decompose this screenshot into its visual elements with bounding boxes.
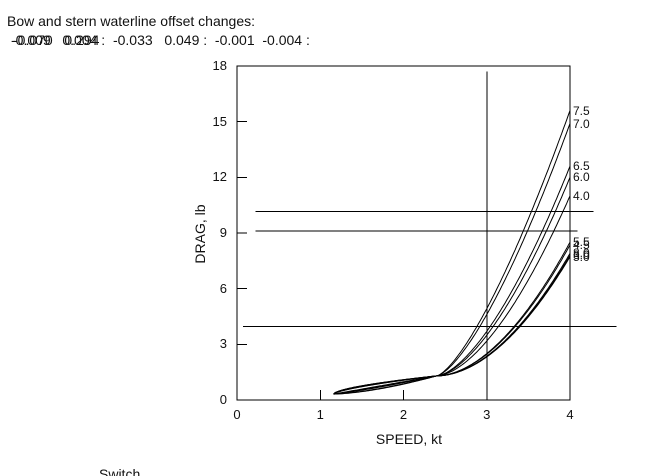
offset-values-overprint: -0.070 0.294	[13, 32, 100, 48]
curve-label-7.0: 7.0	[573, 116, 590, 131]
offset-values-base: -0.009 0.004 : -0.033 0.049 : -0.001 -0.…	[11, 32, 310, 48]
drag-curve-7.5	[333, 110, 571, 395]
y-tick-label: 15	[212, 113, 227, 129]
curve-label-5.5: 5.5	[573, 235, 590, 250]
drag-curve-6.0	[333, 177, 571, 395]
drag-curve-7.0	[333, 123, 571, 395]
switch-text[interactable]: Switch	[99, 466, 141, 476]
y-tick-label: 0	[219, 392, 227, 407]
y-tick-label: 18	[212, 58, 227, 73]
plot-frame	[236, 65, 571, 401]
drag-curve-5.0	[333, 256, 571, 395]
y-tick-label: 6	[219, 280, 227, 296]
x-tick-label: 1	[316, 407, 324, 422]
drag-curve-4.0	[333, 195, 571, 395]
y-tick-label: 12	[212, 169, 227, 185]
x-tick-label: 3	[483, 407, 491, 422]
curve-label-4.5: 4.5	[573, 238, 590, 253]
x-tick-label: 0	[233, 407, 241, 422]
curve-label-8.0: 8.0	[573, 246, 590, 261]
curve-label-6.0: 6.0	[573, 170, 590, 185]
x-axis-title: SPEED, kt	[375, 431, 443, 447]
curve-label-6.5: 6.5	[573, 159, 590, 174]
curve-label-5.0: 5.0	[573, 249, 590, 264]
curve-label-7.5: 7.5	[573, 103, 590, 118]
header-line2-values: -0.009 0.004 : -0.033 0.049 : -0.001 -0.…	[0, 32, 655, 50]
drag-curve-6.5	[333, 166, 571, 395]
curve-label-4.0: 4.0	[573, 188, 590, 203]
y-tick-label: 3	[219, 336, 227, 352]
y-tick-label: 9	[219, 225, 227, 240]
x-tick-label: 4	[566, 407, 574, 422]
x-tick-label: 2	[399, 407, 408, 422]
curve-label-3.0: 3.0	[573, 248, 590, 263]
header-line1: Bow and stern waterline offset changes:	[7, 13, 256, 29]
